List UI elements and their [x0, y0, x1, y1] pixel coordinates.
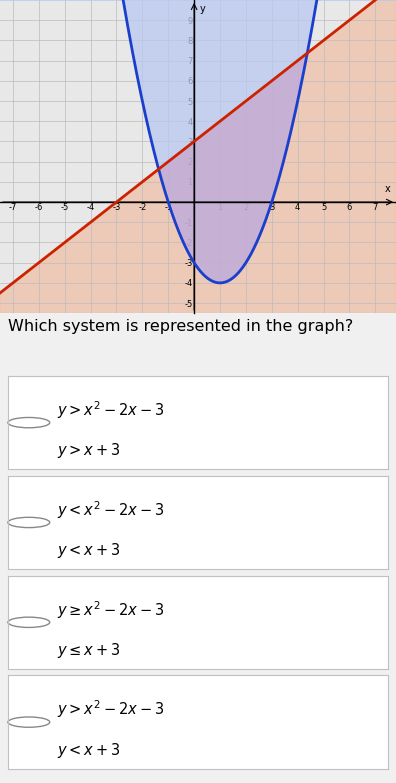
Text: x: x	[385, 184, 391, 194]
Text: $y > x+3$: $y > x+3$	[57, 442, 121, 460]
Text: $y > x^2-2x-3$: $y > x^2-2x-3$	[57, 698, 165, 720]
Text: $y > x^2-2x-3$: $y > x^2-2x-3$	[57, 399, 165, 421]
Text: $y < x+3$: $y < x+3$	[57, 541, 121, 560]
Text: $y \geq x^2-2x-3$: $y \geq x^2-2x-3$	[57, 599, 165, 621]
Text: $y < x^2-2x-3$: $y < x^2-2x-3$	[57, 499, 165, 521]
Text: Which system is represented in the graph?: Which system is represented in the graph…	[8, 319, 353, 334]
Text: $y < x+3$: $y < x+3$	[57, 741, 121, 760]
Text: y: y	[199, 4, 205, 14]
Text: $y \leq x+3$: $y \leq x+3$	[57, 641, 121, 660]
